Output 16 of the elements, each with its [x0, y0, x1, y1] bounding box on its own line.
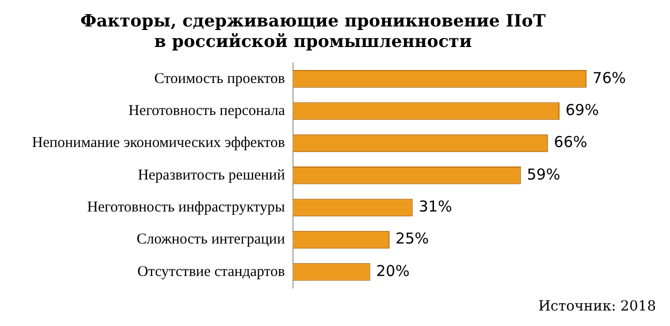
data-label: 69%: [566, 100, 599, 119]
data-label: 31%: [418, 197, 452, 216]
y-tick-label: Неготовность инфраструктуры: [87, 200, 285, 216]
y-tick-label: Неготовность персонала: [128, 102, 286, 119]
data-label: 66%: [554, 133, 588, 152]
data-label: 25%: [396, 230, 429, 248]
text: Источник: 2018: [538, 298, 656, 315]
data-label: 76%: [592, 68, 626, 87]
data-label: 20%: [376, 262, 410, 280]
chart-title: Факторы, сдерживающие проникновение IIoT в российской промышленности: [80, 12, 546, 52]
y-tick-label: Отсутствие стандартов: [137, 264, 285, 280]
y-tick-label: Стоимость проектов: [154, 70, 285, 87]
data-label: 59%: [526, 165, 560, 184]
y-tick-label: Непонимание экономических эффектов: [32, 135, 285, 152]
y-tick-label: Неразвитость решений: [138, 167, 285, 184]
y-tick-label: Сложность интеграции: [136, 232, 285, 248]
